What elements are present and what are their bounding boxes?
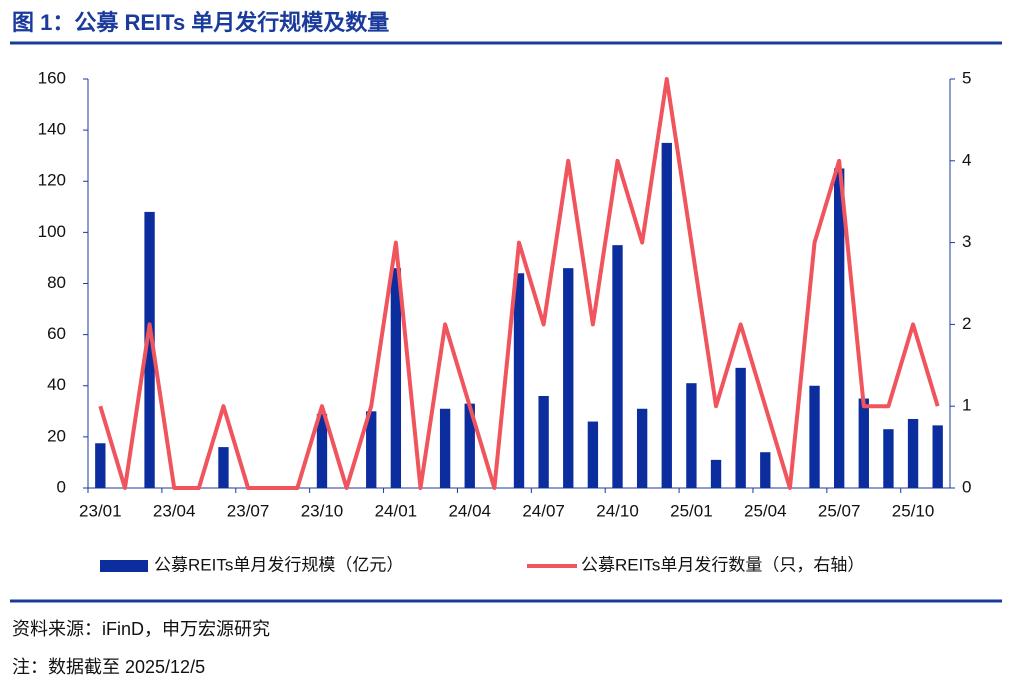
x-tick-label: 25/04 <box>744 501 787 520</box>
x-tick-label: 23/07 <box>227 501 270 520</box>
bar <box>907 418 919 488</box>
bar <box>809 385 820 488</box>
y2-tick-label: 2 <box>962 314 971 333</box>
bar <box>661 142 672 488</box>
y-tick-label: 40 <box>47 375 66 394</box>
note: 注：数据截至 2025/12/5 <box>12 657 205 677</box>
x-tick-label: 24/04 <box>448 501 491 520</box>
bar <box>316 413 328 488</box>
y-tick-label: 80 <box>47 273 66 292</box>
bar <box>464 403 475 488</box>
bar <box>858 398 869 488</box>
x-tick-label: 25/07 <box>818 501 861 520</box>
line <box>98 77 940 490</box>
x-tick-label: 23/10 <box>301 501 344 520</box>
y-tick-label: 120 <box>38 171 66 190</box>
y2-tick-label: 5 <box>962 68 971 87</box>
y-tick-label: 60 <box>47 324 66 343</box>
x-tick-label: 25/01 <box>670 501 713 520</box>
y2-tick-label: 1 <box>962 396 971 415</box>
x-tick-label: 23/01 <box>79 501 122 520</box>
bar <box>932 425 943 488</box>
bar <box>538 395 549 488</box>
y2-tick-label: 4 <box>962 150 971 169</box>
y-tick-label: 20 <box>47 426 66 445</box>
bar <box>686 383 697 488</box>
bar <box>95 443 106 488</box>
bar <box>760 452 771 488</box>
source: 资料来源：iFinD，申万宏源研究 <box>12 619 270 639</box>
bar <box>144 211 155 489</box>
bar <box>636 408 648 488</box>
x-tick-label: 23/04 <box>153 501 196 520</box>
legend-swatch <box>100 560 148 572</box>
chart-title: 图 1：公募 REITs 单月发行规模及数量 <box>12 10 389 35</box>
bar <box>710 459 722 488</box>
x-tick-label: 24/07 <box>522 501 565 520</box>
y2-tick-label: 0 <box>962 477 971 496</box>
y-tick-label: 140 <box>38 120 66 139</box>
y2-tick-label: 3 <box>962 232 971 251</box>
bar <box>390 268 402 488</box>
bar <box>218 447 229 488</box>
x-tick-label: 24/10 <box>596 501 639 520</box>
legend-label: 公募REITs单月发行数量（只，右轴） <box>581 555 864 574</box>
y-tick-label: 0 <box>57 477 66 496</box>
bar <box>513 273 525 488</box>
x-tick-label: 25/10 <box>892 501 935 520</box>
y-tick-label: 100 <box>38 222 66 241</box>
bar <box>833 168 845 488</box>
x-tick-label: 24/01 <box>375 501 418 520</box>
bar <box>587 421 599 488</box>
bar <box>883 429 894 488</box>
legend-label: 公募REITs单月发行规模（亿元） <box>154 555 403 574</box>
bar <box>735 367 746 488</box>
bar <box>439 408 451 488</box>
bar <box>612 245 623 488</box>
bar <box>366 411 377 488</box>
bar <box>563 268 574 488</box>
y-tick-label: 160 <box>38 68 66 87</box>
